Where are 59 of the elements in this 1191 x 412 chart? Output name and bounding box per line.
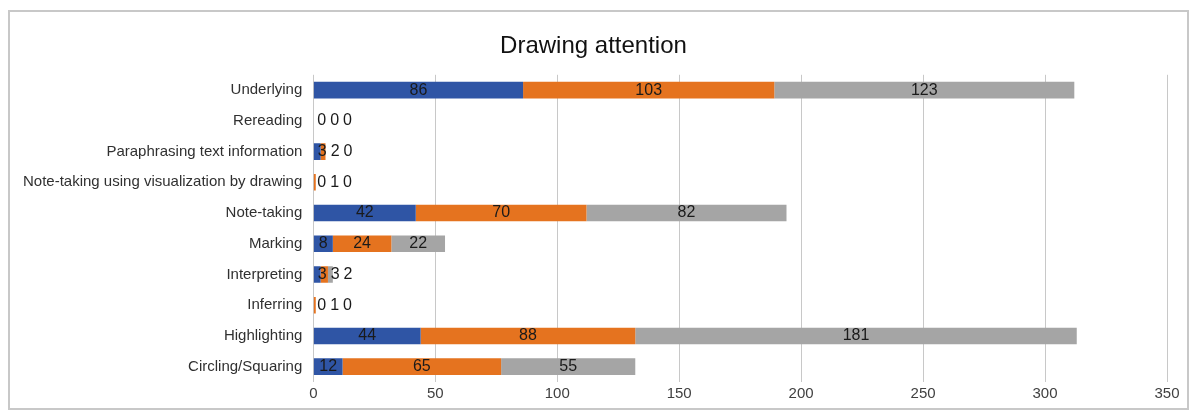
data-label: 3 (330, 264, 340, 282)
bar (391, 235, 446, 253)
y-tick-label: Rereading (233, 111, 303, 129)
bar (313, 81, 524, 99)
bar (635, 327, 1077, 345)
x-tick-label: 350 (1154, 384, 1180, 402)
y-tick-label: Highlighting (223, 326, 303, 344)
data-label: 42 (355, 203, 374, 221)
data-label: 24 (353, 234, 372, 252)
x-tick-label: 100 (544, 384, 570, 402)
x-tick-label: 200 (788, 384, 814, 402)
bar (420, 327, 636, 345)
y-tick-label: Note-taking using visualization by drawing (22, 172, 303, 190)
bar (332, 235, 392, 253)
y-tick-label: Marking (248, 233, 303, 251)
data-label: 123 (910, 80, 938, 98)
data-label: 22 (409, 234, 428, 252)
data-label: 86 (409, 80, 428, 98)
data-label: 103 (635, 80, 663, 98)
y-tick-label: Note-taking (225, 203, 303, 221)
y-tick-label: Inferring (247, 295, 303, 313)
x-tick-label: 300 (1032, 384, 1058, 402)
data-label: 82 (677, 203, 696, 221)
data-label: 0 (330, 111, 340, 129)
data-label: 70 (492, 203, 511, 221)
bar (586, 204, 787, 222)
data-label: 1 (330, 295, 340, 313)
data-label: 0 (343, 142, 353, 160)
data-label: 12 (319, 357, 338, 375)
y-tick-label: Circling/Squaring (188, 356, 303, 374)
bar (342, 358, 502, 375)
data-label: 0 (343, 295, 353, 313)
data-label: 65 (412, 357, 431, 375)
data-label: 0 (343, 111, 353, 129)
y-tick-label: Underlying (230, 80, 303, 98)
bar (327, 266, 333, 283)
data-label: 181 (842, 326, 870, 344)
x-tick-label: 150 (666, 384, 692, 402)
data-label: 1 (330, 172, 340, 190)
data-label: 55 (559, 357, 578, 375)
y-tick-label: Paraphrasing text information (106, 141, 303, 159)
x-tick-label: 0 (309, 384, 318, 402)
data-label: 0 (317, 172, 327, 190)
bar (501, 358, 636, 375)
data-label: 8 (318, 234, 328, 252)
data-label: 0 (317, 111, 327, 129)
chart-title: Drawing attention (500, 31, 687, 59)
data-label: 44 (358, 326, 377, 344)
y-tick-label: Interpreting (226, 264, 303, 282)
data-label: 2 (330, 142, 340, 160)
data-label: 0 (317, 295, 327, 313)
bar (415, 204, 587, 222)
x-tick-label: 50 (426, 384, 444, 402)
x-tick-label: 250 (910, 384, 936, 402)
data-label: 0 (343, 172, 353, 190)
data-label: 88 (519, 326, 537, 344)
bar (774, 81, 1075, 99)
bar (523, 81, 775, 99)
data-label: 2 (343, 264, 353, 282)
